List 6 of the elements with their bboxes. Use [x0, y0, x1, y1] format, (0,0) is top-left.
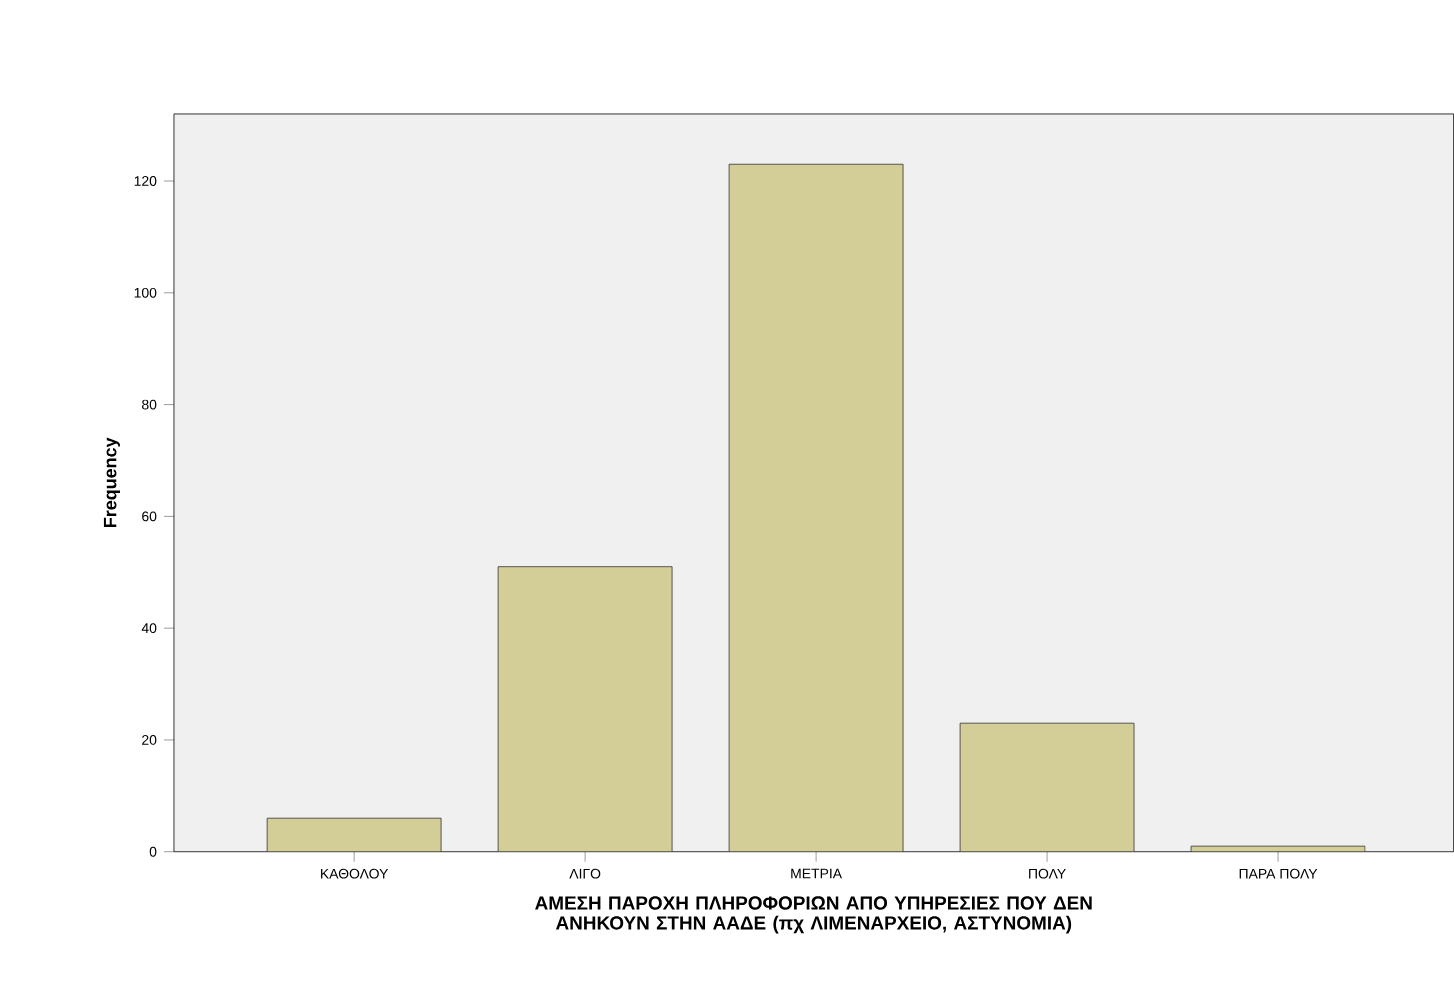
x-axis-title: ΑΜΕΣΗ ΠΑΡΟΧΗ ΠΛΗΡΟΦΟΡΙΩΝ ΑΠΟ ΥΠΗΡΕΣΙΕΣ ΠΟΥ ΔΕΝ ΑΝΗΚΟΥΝ ΣΤΗΝ ΑΑΔΕ (πχ ΛΙΜΕΝΑΡΧΕΙΟ, ΑΣΤΥΝΟΜΙΑ): [535, 896, 1092, 934]
bar: [266, 817, 442, 852]
bar: [959, 722, 1135, 852]
y-axis-title: Frequency: [103, 437, 120, 528]
bar: [498, 566, 673, 852]
bar: [728, 164, 904, 852]
